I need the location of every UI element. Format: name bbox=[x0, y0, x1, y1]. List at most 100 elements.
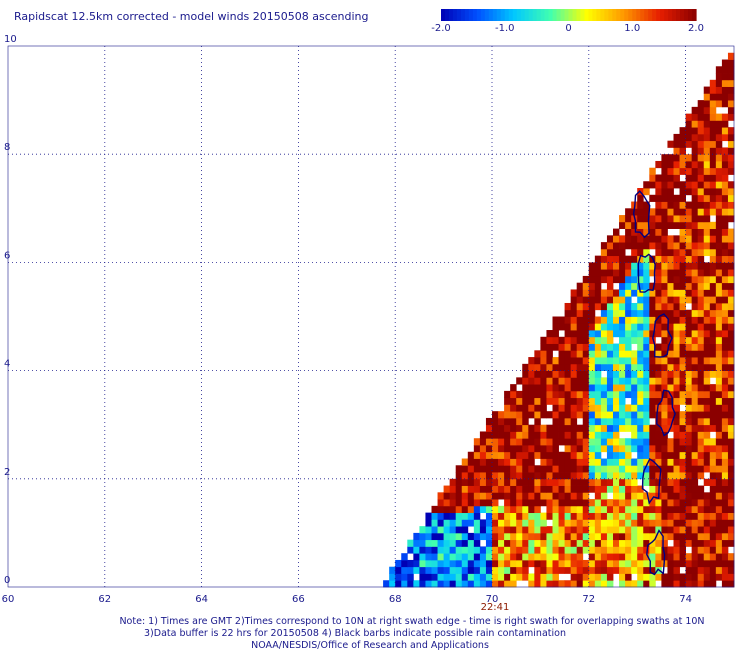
heatmap-cell bbox=[600, 275, 608, 284]
heatmap-cell bbox=[715, 235, 723, 243]
heatmap-cell bbox=[625, 566, 632, 574]
heatmap-cell bbox=[709, 228, 717, 236]
heatmap-cell bbox=[709, 194, 717, 202]
heatmap-cell bbox=[413, 546, 420, 554]
heatmap-cell bbox=[667, 526, 674, 534]
heatmap-cell bbox=[709, 519, 717, 527]
heatmap-cell bbox=[504, 458, 511, 466]
heatmap-cell bbox=[697, 147, 705, 155]
heatmap-cell bbox=[613, 472, 620, 480]
heatmap-cell bbox=[582, 296, 590, 304]
heatmap-cell bbox=[655, 343, 662, 351]
heatmap-cell bbox=[679, 343, 686, 351]
heatmap-cell bbox=[637, 357, 644, 365]
heatmap-cell bbox=[691, 350, 699, 358]
heatmap-cell bbox=[637, 275, 644, 284]
heatmap-cell bbox=[703, 302, 711, 311]
heatmap-cell bbox=[685, 444, 693, 453]
heatmap-cell bbox=[703, 566, 711, 574]
heatmap-cell bbox=[685, 316, 693, 324]
heatmap-cell bbox=[727, 323, 735, 331]
heatmap-cell bbox=[685, 451, 693, 459]
heatmap-cell bbox=[715, 390, 723, 399]
plot-frame bbox=[7, 45, 735, 588]
heatmap-cell bbox=[661, 262, 668, 270]
heatmap-cell bbox=[667, 140, 674, 148]
heatmap-cell bbox=[685, 113, 693, 121]
heatmap-cell bbox=[522, 377, 529, 385]
heatmap-cell bbox=[546, 478, 553, 486]
heatmap-cell bbox=[661, 451, 668, 459]
heatmap-cell bbox=[582, 451, 590, 459]
heatmap-cell bbox=[667, 546, 674, 554]
heatmap-cell bbox=[655, 478, 662, 486]
heatmap-cell bbox=[534, 363, 541, 371]
heatmap-cell bbox=[449, 512, 457, 520]
heatmap-cell bbox=[703, 147, 711, 155]
heatmap-cell bbox=[703, 309, 711, 317]
heatmap-cell bbox=[685, 532, 693, 541]
heatmap-cell bbox=[721, 458, 729, 466]
heatmap-cell bbox=[655, 438, 662, 446]
heatmap-cell bbox=[685, 120, 693, 128]
heatmap-cell bbox=[564, 546, 572, 554]
heatmap-cell bbox=[703, 113, 711, 121]
heatmap-cell bbox=[715, 532, 723, 541]
heatmap-cell bbox=[691, 221, 699, 229]
colorbar-segment bbox=[644, 9, 649, 21]
heatmap-cell bbox=[703, 458, 711, 466]
heatmap-cell bbox=[570, 526, 578, 534]
heatmap-cell bbox=[564, 384, 572, 392]
heatmap-cell bbox=[649, 505, 656, 514]
heatmap-cell bbox=[552, 431, 559, 439]
heatmap-cell bbox=[673, 181, 680, 189]
heatmap-cell bbox=[546, 546, 553, 554]
heatmap-cell bbox=[643, 248, 650, 257]
heatmap-cell bbox=[431, 519, 438, 527]
heatmap-cell bbox=[522, 363, 529, 371]
heatmap-cell bbox=[619, 526, 626, 534]
heatmap-cell bbox=[691, 559, 699, 568]
heatmap-cell bbox=[721, 478, 729, 486]
heatmap-cell bbox=[564, 404, 572, 412]
colorbar-segment bbox=[572, 9, 578, 21]
heatmap-cell bbox=[715, 221, 723, 229]
heatmap-cell bbox=[600, 512, 608, 520]
heatmap-cell bbox=[431, 512, 438, 520]
heatmap-cell bbox=[588, 309, 596, 317]
heatmap-cell bbox=[661, 208, 668, 216]
heatmap-cell bbox=[576, 302, 584, 311]
colorbar-segment bbox=[496, 9, 502, 21]
heatmap-cell bbox=[643, 431, 650, 439]
heatmap-cell bbox=[576, 424, 584, 432]
heatmap-cell bbox=[709, 526, 717, 534]
heatmap-cell bbox=[613, 390, 620, 399]
heatmap-cell bbox=[594, 302, 602, 311]
heatmap-cell bbox=[637, 296, 644, 304]
heatmap-cell bbox=[691, 431, 699, 439]
heatmap-cell bbox=[546, 411, 553, 419]
heatmap-cell bbox=[443, 566, 451, 574]
heatmap-cell bbox=[504, 505, 511, 514]
heatmap-cell bbox=[649, 228, 656, 236]
heatmap-cell bbox=[522, 499, 529, 507]
heatmap-cell bbox=[564, 370, 572, 378]
heatmap-cell bbox=[649, 309, 656, 317]
heatmap-cell bbox=[576, 580, 584, 588]
heatmap-cell bbox=[413, 539, 420, 547]
heatmap-cell bbox=[643, 357, 650, 365]
heatmap-cell bbox=[715, 404, 723, 412]
heatmap-cell bbox=[582, 444, 590, 453]
heatmap-cell bbox=[510, 458, 517, 466]
heatmap-cell bbox=[564, 336, 572, 344]
heatmap-cell bbox=[643, 472, 650, 480]
heatmap-cell bbox=[619, 546, 626, 554]
heatmap-cell bbox=[419, 566, 426, 574]
heatmap-cell bbox=[673, 424, 680, 432]
heatmap-cell bbox=[655, 417, 662, 426]
heatmap-cell bbox=[643, 350, 650, 358]
heatmap-cell bbox=[715, 188, 723, 196]
heatmap-cell bbox=[443, 580, 451, 588]
heatmap-cell bbox=[479, 451, 487, 459]
